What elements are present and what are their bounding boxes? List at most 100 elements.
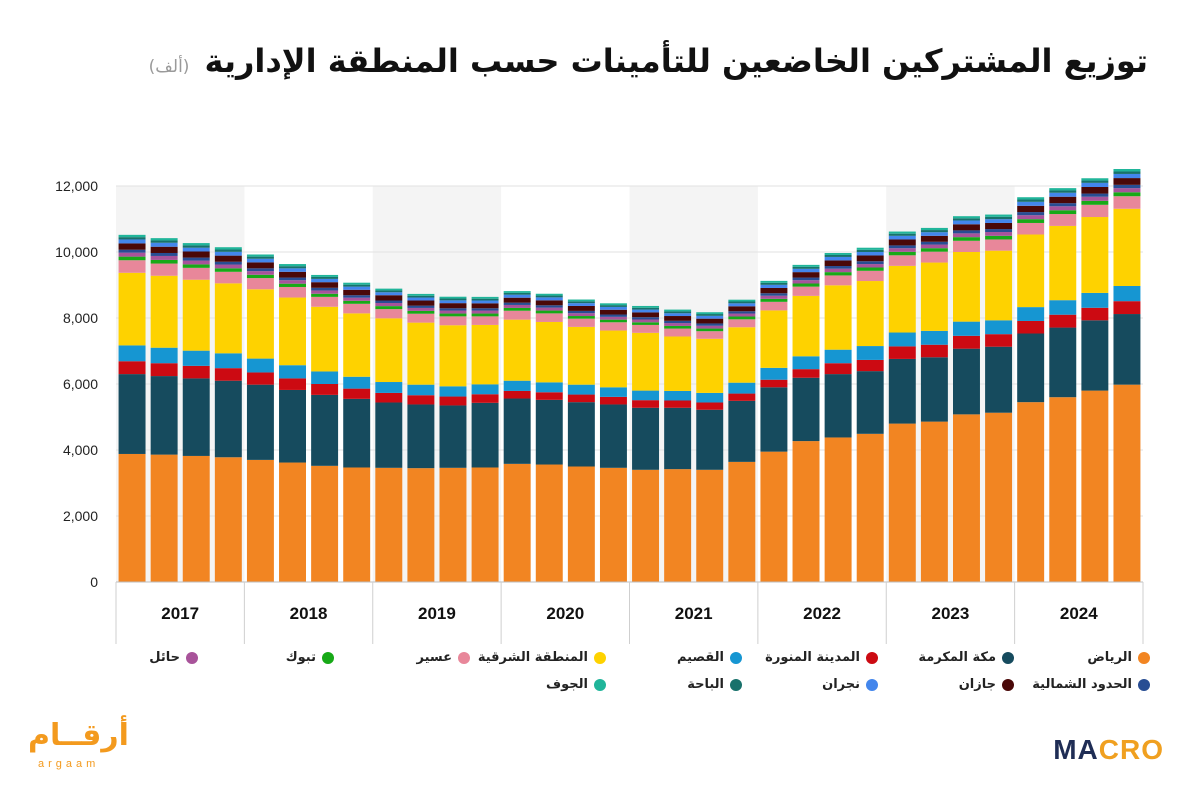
bar-segment (985, 250, 1013, 321)
legend-swatch (594, 651, 606, 664)
bar-segment (279, 365, 306, 379)
bar-segment (792, 272, 820, 278)
bar-segment (728, 461, 756, 582)
bar-segment (1081, 390, 1109, 582)
bar-segment (1081, 217, 1109, 293)
legend-swatch (1002, 678, 1014, 691)
bar-stack (856, 247, 884, 582)
bar-segment (985, 346, 1013, 413)
bar-segment (760, 282, 788, 285)
bar-segment (696, 323, 724, 326)
bar-segment (279, 277, 306, 281)
bar-segment (375, 467, 403, 582)
bar-segment (1049, 203, 1077, 207)
bar-segment (150, 240, 178, 243)
legend-label: الباحة (687, 677, 724, 692)
bar-segment (150, 347, 178, 364)
x-tick-label: 2017 (161, 604, 199, 623)
bar-segment (118, 374, 146, 454)
legend-swatch (186, 651, 198, 664)
bar-segment (503, 307, 531, 311)
bar-segment (632, 390, 660, 401)
bar-segment (407, 395, 435, 405)
bar-segment (985, 235, 1013, 240)
x-tick-label: 2020 (546, 604, 584, 623)
x-tick-label: 2021 (675, 604, 713, 623)
bar-segment (985, 229, 1013, 233)
bar-segment (503, 310, 531, 320)
bar-segment (696, 331, 724, 339)
bar-segment (824, 266, 852, 269)
bar-segment (150, 255, 178, 260)
bar-segment (1081, 292, 1109, 308)
bar-segment (343, 284, 371, 287)
bar-segment (214, 457, 242, 582)
bar-segment (664, 390, 692, 401)
legend-swatch (1138, 678, 1150, 691)
legend-swatch (730, 678, 742, 691)
bar-segment (567, 299, 595, 302)
bar-segment (1113, 184, 1141, 189)
bar-segment (953, 218, 980, 221)
bar-segment (985, 219, 1013, 223)
bar-segment (599, 319, 627, 323)
bar-segment (567, 318, 595, 327)
legend-item: نجران (742, 677, 878, 692)
bar-segment (567, 301, 595, 304)
bar-segment (1081, 307, 1109, 321)
bar-segment (407, 297, 435, 301)
bar-segment (1017, 219, 1045, 223)
bar-segment (118, 252, 146, 257)
bar-segment (118, 272, 146, 346)
bar-segment (439, 303, 467, 309)
bar-segment (1113, 188, 1141, 193)
bar-segment (118, 239, 146, 244)
bar-segment (471, 402, 499, 468)
bar-segment (279, 462, 306, 582)
legend-label: القصيم (676, 650, 724, 665)
bar-segment (953, 224, 980, 231)
bar-segment (1113, 173, 1141, 179)
bar-segment (407, 384, 435, 396)
legend-item: الجوف (470, 677, 606, 692)
bar-segment (888, 251, 916, 256)
legend-swatch (866, 651, 878, 664)
bar-segment (150, 246, 178, 253)
bar-segment (920, 262, 948, 331)
bar-segment (760, 280, 788, 283)
x-tick-label: 2022 (803, 604, 841, 623)
bar-segment (824, 268, 852, 273)
bar-segment (279, 264, 306, 267)
bar-stack (920, 227, 948, 582)
legend-label: الحدود الشمالية (1032, 677, 1132, 692)
bar-segment (279, 271, 306, 278)
bar-segment (696, 392, 724, 403)
bar-segment (246, 254, 274, 257)
bar-segment (728, 301, 756, 304)
bar-segment (567, 310, 595, 314)
bar-segment (439, 313, 467, 317)
bar-segment (1081, 182, 1109, 187)
bar-segment (182, 279, 210, 351)
bar-segment (150, 275, 178, 348)
bar-segment (888, 346, 916, 359)
bar-segment (246, 271, 274, 275)
bar-segment (664, 323, 692, 326)
bar-segment (182, 365, 210, 379)
bar-segment (1049, 190, 1077, 193)
legend-label: جازان (958, 677, 996, 692)
bar-segment (118, 237, 146, 240)
bar-segment (214, 249, 242, 252)
bar-segment (1113, 171, 1141, 174)
bar-segment (535, 313, 563, 322)
bar-segment (1081, 193, 1109, 197)
bar-segment (599, 330, 627, 388)
bar-segment (214, 380, 242, 458)
bar-segment (696, 338, 724, 393)
bar-segment (150, 259, 178, 264)
bar-segment (375, 382, 403, 393)
bar-segment (760, 287, 788, 294)
bar-segment (1081, 178, 1109, 181)
bar-segment (920, 421, 948, 582)
bar-segment (279, 286, 306, 298)
